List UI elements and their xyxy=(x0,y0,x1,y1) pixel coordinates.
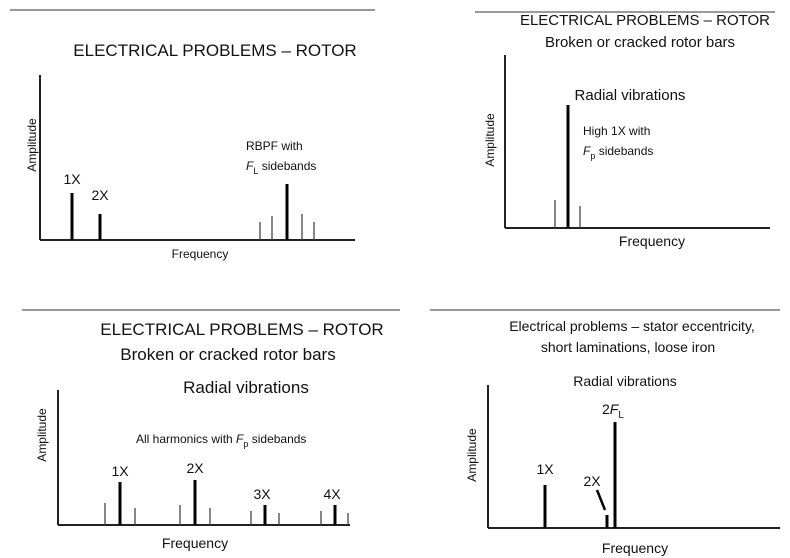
panel-1: ELECTRICAL PROBLEMS – ROTOR Amplitude Fr… xyxy=(10,9,375,261)
x-axis-label: Frequency xyxy=(162,535,228,551)
note: Radial vibrations xyxy=(183,378,309,397)
subtitle: short laminations, loose iron xyxy=(541,339,715,355)
peak-label: 1X xyxy=(63,171,81,187)
annotation: Fp sidebands xyxy=(583,144,653,161)
peak-label: 2FL xyxy=(602,401,624,421)
subtitle: Broken or cracked rotor bars xyxy=(545,34,735,51)
peak-label: 2X xyxy=(583,473,601,489)
y-axis-label: Amplitude xyxy=(35,408,49,462)
peak-label: 2X xyxy=(91,187,109,203)
annotation: RBPF with xyxy=(246,139,303,153)
title: ELECTRICAL PROBLEMS – ROTOR xyxy=(73,41,356,60)
title: Electrical problems – stator eccentricit… xyxy=(509,318,755,334)
x-axis-label: Frequency xyxy=(602,540,668,556)
panel-4: Electrical problems – stator eccentricit… xyxy=(430,309,780,556)
peak-label: 4X xyxy=(323,486,341,502)
panel-2: ELECTRICAL PROBLEMS – ROTOR Broken or cr… xyxy=(475,11,775,249)
x-axis-label: Frequency xyxy=(172,247,229,261)
annotation: FL sidebands xyxy=(246,159,316,176)
peak-label: 1X xyxy=(536,461,554,477)
x-axis-label: Frequency xyxy=(619,233,685,249)
title: ELECTRICAL PROBLEMS – ROTOR xyxy=(100,320,383,339)
pointer xyxy=(595,489,607,511)
title: ELECTRICAL PROBLEMS – ROTOR xyxy=(520,12,770,29)
y-axis-label: Amplitude xyxy=(465,428,479,482)
subtitle: Broken or cracked rotor bars xyxy=(120,345,335,364)
note: Radial vibrations xyxy=(573,373,677,389)
peak-label: 2X xyxy=(186,460,204,476)
annotation: All harmonics with Fp sidebands xyxy=(136,432,306,449)
note: Radial vibrations xyxy=(575,87,686,104)
peak-label: 1X xyxy=(111,463,129,479)
annotation: High 1X with xyxy=(583,124,650,138)
y-axis-label: Amplitude xyxy=(483,113,497,167)
peak-label: 3X xyxy=(253,486,271,502)
y-axis-label: Amplitude xyxy=(25,118,39,172)
panel-3: ELECTRICAL PROBLEMS – ROTOR Broken or cr… xyxy=(22,309,400,551)
